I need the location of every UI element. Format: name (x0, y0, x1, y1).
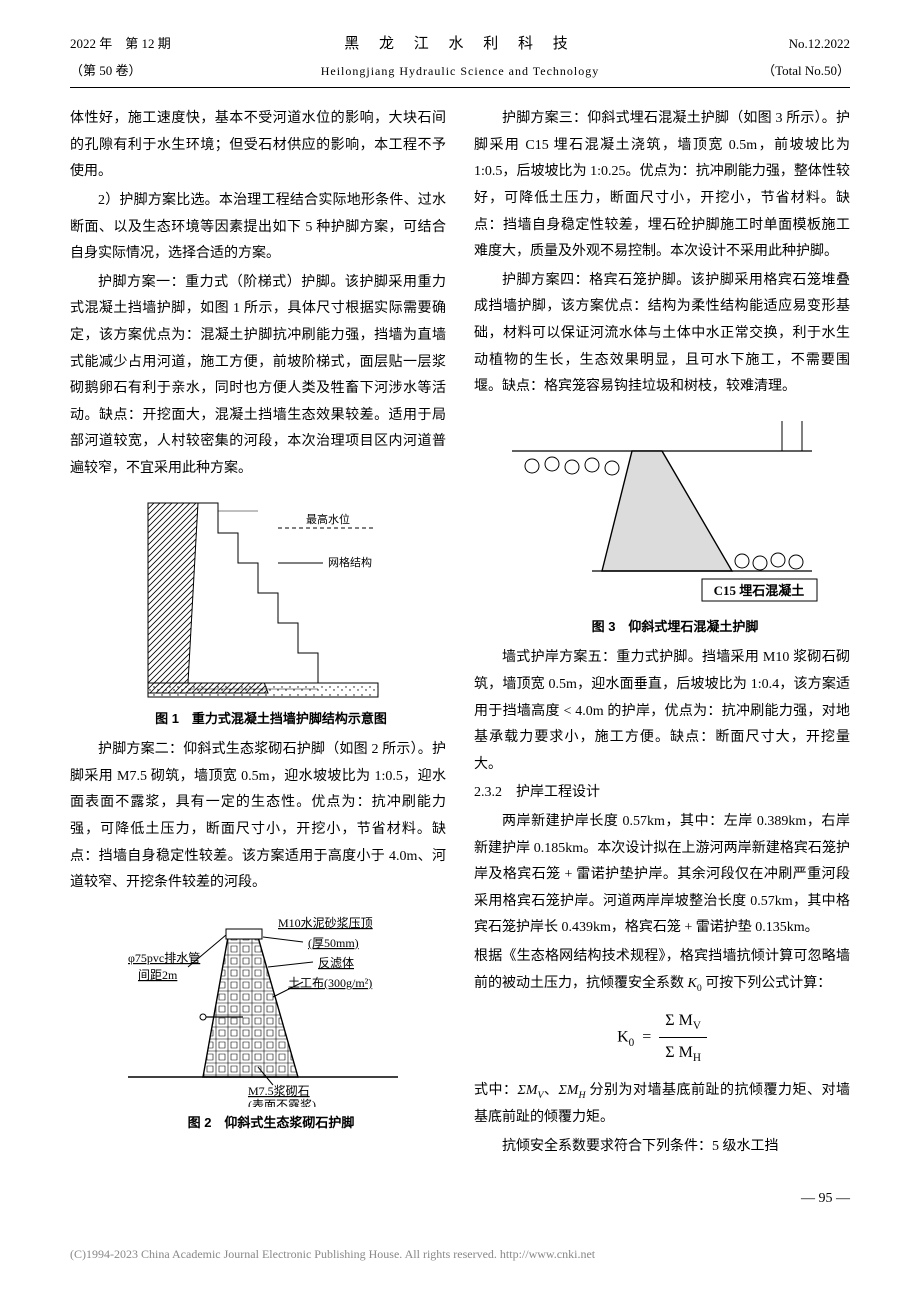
fig3-label-c15: C15 埋石混凝土 (714, 583, 805, 598)
fig2-label-masonry: M7.5浆砌石 (248, 1083, 310, 1098)
figure-3-caption: 图 3 仰斜式埋石混凝土护脚 (474, 615, 850, 640)
header-right-2: （Total No.50） (670, 59, 850, 84)
section-2-3-2: 2.3.2 护岸工程设计 (474, 780, 850, 807)
figure-3: C15 埋石混凝土 图 3 仰斜式埋石混凝土护脚 (474, 411, 850, 640)
right-p1: 护脚方案三：仰斜式埋石混凝土护脚（如图 3 所示）。护脚采用 C15 埋石混凝土… (474, 106, 850, 266)
header-left-2: （第 50 卷） (70, 59, 250, 84)
fig1-label-grid: 网格结构 (328, 555, 372, 569)
fig2-label-thick: (厚50mm) (308, 936, 359, 950)
left-p2: 2）护脚方案比选。本治理工程结合实际地形条件、过水断面、以及生态环境等因素提出如… (70, 188, 446, 268)
figure-1: 最高水位 网格结构 图 1 重力式混凝土挡墙护脚结构示意图 (70, 493, 446, 732)
figure-1-caption: 图 1 重力式混凝土挡墙护脚结构示意图 (70, 707, 446, 732)
page-number: — 95 — (70, 1186, 850, 1213)
fig2-label-top: M10水泥砂浆压顶 (278, 915, 373, 930)
gabion-circles-icon (525, 457, 619, 475)
right-p5: 根据《生态格网结构技术规程》，格宾挡墙抗倾计算可忽略墙前的被动土压力，抗倾覆安全… (474, 944, 850, 998)
left-column: 体性好，施工速度快，基本不受河道水位的影响，大块石间的孔隙有利于水生环境；但受石… (70, 106, 446, 1162)
left-p4: 护脚方案二：仰斜式生态浆砌石护脚（如图 2 所示）。护脚采用 M7.5 砌筑，墙… (70, 737, 446, 897)
right-p3: 墙式护岸方案五：重力式护脚。挡墙采用 M10 浆砌石砌筑，墙顶宽 0.5m，迎水… (474, 645, 850, 778)
right-p6-b: 、 (543, 1083, 558, 1098)
footer: (C)1994-2023 China Academic Journal Elec… (70, 1243, 850, 1266)
fig2-label-pipe: φ75pvc排水管 (128, 950, 200, 965)
formula-k0: K0 = Σ MV Σ MH (474, 1006, 850, 1070)
figure-3-svg: C15 埋石混凝土 (502, 411, 822, 611)
right-p6: 式中：ΣMV、ΣMH 分别为对墙基底前趾的抗倾覆力矩、对墙基底前趾的倾覆力矩。 (474, 1078, 850, 1132)
figure-2: φ75pvc排水管 间距2m M10水泥砂浆压顶 (厚50mm) 反滤体 土工布… (70, 907, 446, 1136)
figure-2-caption: 图 2 仰斜式生态浆砌石护脚 (70, 1111, 446, 1136)
left-p1: 体性好，施工速度快，基本不受河道水位的影响，大块石间的孔隙有利于水生环境；但受石… (70, 106, 446, 186)
journal-title-en: Heilongjiang Hydraulic Science and Techn… (321, 60, 600, 83)
header-left-1: 2022 年 第 12 期 (70, 32, 250, 57)
gabion-bottom-icon (735, 553, 803, 570)
left-p3: 护脚方案一：重力式（阶梯式）护脚。该护脚采用重力式混凝土挡墙护脚，如图 1 所示… (70, 270, 446, 483)
content-columns: 体性好，施工速度快，基本不受河道水位的影响，大块石间的孔隙有利于水生环境；但受石… (70, 106, 850, 1162)
figure-1-svg: 最高水位 网格结构 (128, 493, 388, 703)
right-p4: 两岸新建护岸长度 0.57km，其中：左岸 0.389km，右岸新建护岸 0.1… (474, 809, 850, 942)
right-column: 护脚方案三：仰斜式埋石混凝土护脚（如图 3 所示）。护脚采用 C15 埋石混凝土… (474, 106, 850, 1162)
journal-title-cn: 黑 龙 江 水 利 科 技 (344, 30, 576, 59)
figure-2-svg: φ75pvc排水管 间距2m M10水泥砂浆压顶 (厚50mm) 反滤体 土工布… (108, 907, 408, 1107)
right-p2: 护脚方案四：格宾石笼护脚。该护脚采用格宾石笼堆叠成挡墙护脚，该方案优点：结构为柔… (474, 268, 850, 401)
fig2-label-spacing: 间距2m (138, 968, 178, 982)
fig2-label-filter: 反滤体 (318, 956, 354, 970)
header-right-1: No.12.2022 (670, 32, 850, 57)
page-header: 2022 年 第 12 期 黑 龙 江 水 利 科 技 No.12.2022 （… (70, 30, 850, 88)
fig1-label-waterlevel: 最高水位 (306, 512, 350, 526)
fig2-label-surface: (表面不露浆) (248, 1097, 316, 1107)
right-p6-a: 式中： (474, 1083, 518, 1098)
right-p7: 抗倾安全系数要求符合下列条件：5 级水工挡 (474, 1134, 850, 1161)
right-p5-post: 可按下列公式计算： (702, 976, 832, 991)
